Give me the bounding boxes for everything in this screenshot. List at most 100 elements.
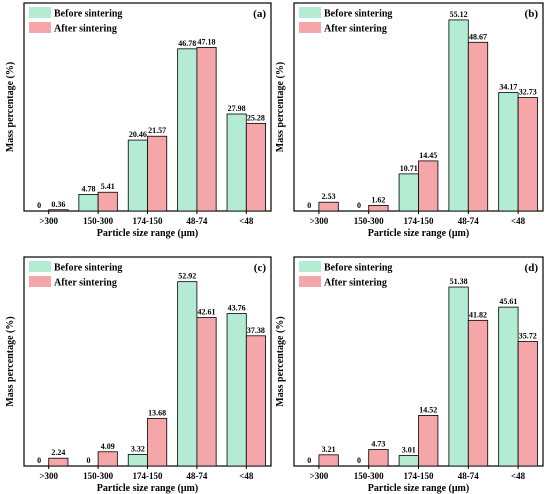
bar-value-label: 14.45 [419, 151, 437, 160]
bar-after [147, 417, 168, 467]
bar-value-label: 45.61 [499, 297, 517, 306]
bar-after [368, 449, 389, 467]
bar-value-label: 32.73 [519, 88, 537, 97]
bar-value-label: 3.21 [322, 445, 336, 454]
panel-label: (d) [525, 262, 539, 274]
x-tick-label: <48 [239, 471, 254, 481]
bar-before [127, 139, 148, 212]
y-axis-title: Mass percentage (%) [275, 316, 286, 406]
x-tick-label: <48 [239, 216, 254, 226]
bar-value-label: 34.17 [499, 83, 517, 92]
chart-panel-1: >300 0 0.36 150-300 4.78 5.41 174-150 20.46 21.5… [5, 2, 272, 239]
bar-after [97, 451, 118, 467]
x-tick-label: <48 [511, 216, 526, 226]
bar-before [177, 281, 198, 467]
bar-after [97, 191, 118, 212]
y-axis-title: Mass percentage (%) [5, 62, 16, 152]
legend-swatch-before [299, 261, 321, 272]
x-tick-label: 150-300 [354, 216, 384, 226]
panel-label: (b) [525, 8, 539, 20]
bar-after [517, 97, 538, 212]
x-tick-label: >300 [39, 216, 58, 226]
bar-before [448, 286, 469, 467]
bar-value-label: 0 [307, 456, 311, 465]
legend-label: Before sintering [54, 9, 122, 20]
legend-label: After sintering [54, 278, 117, 289]
legend-swatch-before [29, 261, 51, 272]
bar-after [318, 454, 339, 467]
y-axis-title: Mass percentage (%) [275, 62, 286, 152]
bar-after [196, 317, 217, 467]
x-tick-label: 174-150 [133, 216, 163, 226]
bar-value-label: 13.68 [148, 408, 166, 417]
x-axis-title: Particle size range (μm) [368, 483, 469, 494]
legend: Before sintering After sintering [29, 261, 122, 289]
bar-value-label: 42.61 [198, 308, 216, 317]
bar-before [177, 48, 198, 212]
x-axis-title: Particle size range (μm) [368, 228, 469, 239]
bar-after [467, 41, 489, 212]
panel-label: (c) [254, 262, 267, 274]
bar-after [418, 160, 439, 212]
x-axis-title: Particle size range (μm) [97, 483, 198, 494]
legend-swatch-after [29, 276, 51, 287]
panel-label: (a) [253, 8, 266, 20]
bar-value-label: 1.62 [371, 195, 385, 204]
bar-before [398, 173, 419, 212]
bar-value-label: 0 [86, 456, 90, 465]
bar-before [498, 92, 519, 212]
x-tick-label: 150-300 [83, 216, 113, 226]
x-tick-label: 174-150 [133, 471, 163, 481]
x-tick-label: <48 [511, 471, 526, 481]
bar-value-label: 55.12 [450, 10, 468, 19]
x-tick-label: 48-74 [458, 471, 479, 481]
bar-value-label: 43.76 [228, 304, 246, 313]
legend-label: Before sintering [54, 263, 122, 274]
bar-value-label: 5.41 [101, 182, 115, 191]
bar-value-label: 0 [37, 456, 41, 465]
legend-label: Before sintering [324, 263, 392, 274]
bar-before [226, 113, 247, 212]
x-axis-title: Particle size range (μm) [97, 228, 198, 239]
bar-value-label: 0 [357, 201, 361, 210]
bar-after [48, 209, 69, 212]
bar-value-label: 35.72 [519, 332, 537, 341]
bar-value-label: 0 [357, 456, 361, 465]
bar-before [448, 19, 469, 212]
bar-value-label: 51.38 [450, 277, 468, 286]
bar-value-label: 41.82 [469, 310, 487, 319]
bar-before [226, 313, 247, 467]
bar-after [467, 319, 489, 467]
bar-value-label: 0 [37, 201, 41, 210]
bar-after [517, 341, 538, 467]
chart-panel-4: >300 0 3.21 150-300 0 4.73 174-150 3.01 14.52 48-… [275, 256, 544, 494]
x-tick-label: >300 [39, 471, 58, 481]
bar-value-label: 4.73 [371, 440, 385, 449]
y-axis-title: Mass percentage (%) [5, 316, 16, 406]
bar-value-label: 48.67 [469, 32, 487, 41]
x-tick-label: 48-74 [458, 216, 479, 226]
legend: Before sintering After sintering [299, 7, 392, 35]
legend: Before sintering After sintering [299, 261, 392, 289]
bar-value-label: 0.36 [51, 200, 65, 209]
x-tick-label: >300 [310, 216, 329, 226]
bar-value-label: 14.52 [419, 405, 437, 414]
bar-after [48, 457, 69, 467]
legend-swatch-after [299, 276, 321, 287]
bar-before [78, 194, 99, 212]
legend-swatch-before [299, 7, 321, 18]
bar-after [245, 335, 266, 467]
x-tick-label: 174-150 [404, 216, 434, 226]
bar-value-label: 25.28 [247, 113, 265, 122]
legend-label: After sintering [324, 24, 387, 35]
bar-value-label: 52.92 [178, 272, 196, 281]
bar-value-label: 3.32 [131, 444, 145, 453]
bar-value-label: 27.98 [228, 104, 246, 113]
x-tick-label: 48-74 [186, 471, 207, 481]
bar-value-label: 47.18 [198, 37, 216, 46]
legend-swatch-after [299, 22, 321, 33]
legend-label: After sintering [324, 278, 387, 289]
bar-before [127, 454, 148, 467]
